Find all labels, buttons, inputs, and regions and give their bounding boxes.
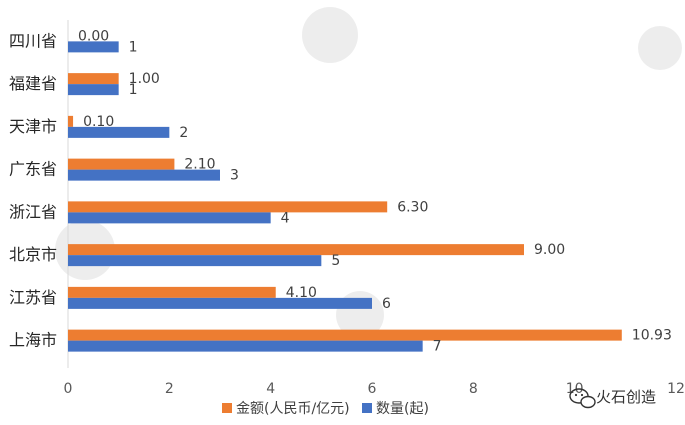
data-label: 1: [129, 82, 138, 98]
data-label: 0.10: [83, 114, 114, 130]
bar-count: [68, 84, 119, 96]
legend-label: 数量(起): [376, 401, 429, 417]
data-label: 4: [281, 210, 290, 226]
watermark-logo: 火石创造: [569, 388, 656, 409]
data-label: 2: [179, 125, 188, 141]
category-label: 广东省: [9, 160, 57, 179]
x-tick-label: 12: [667, 381, 685, 397]
legend-swatch: [222, 403, 232, 413]
data-label: 5: [331, 253, 340, 269]
bar-count: [68, 126, 170, 138]
bar-amount: [68, 201, 388, 213]
data-label: 2.10: [184, 157, 215, 173]
data-label: 10.93: [632, 328, 672, 344]
data-label: 1: [129, 39, 138, 55]
data-label: 1.00: [129, 71, 160, 87]
bars: [68, 41, 622, 352]
data-label: 7: [433, 339, 442, 355]
data-label: 4.10: [286, 285, 317, 301]
data-labels: 0.0011.0010.1022.1036.3049.0054.10610.93…: [78, 28, 672, 354]
x-tick-label: 8: [469, 381, 478, 397]
data-label: 0.00: [78, 28, 109, 44]
data-label: 9.00: [534, 242, 565, 258]
bar-count: [68, 41, 119, 53]
category-label: 四川省: [9, 31, 57, 50]
bar-amount: [68, 73, 119, 85]
x-tick-label: 6: [368, 381, 377, 397]
bar-count: [68, 212, 271, 224]
data-label: 3: [230, 168, 239, 184]
watermark-text: 火石创造: [596, 388, 656, 406]
x-tick-label: 2: [165, 381, 174, 397]
legend-label: 金额(人民币/亿元): [236, 401, 350, 417]
legend: 金额(人民币/亿元) 数量(起): [222, 401, 429, 417]
bar-amount: [68, 158, 175, 170]
data-label: 6: [382, 296, 391, 312]
data-label: 6.30: [397, 199, 428, 215]
bar-amount: [68, 286, 276, 298]
x-axis-tick-labels: 0 2 4 6 8 10 12: [64, 381, 685, 397]
x-tick-label: 4: [266, 381, 275, 397]
category-label: 上海市: [9, 331, 57, 350]
bar-amount: [68, 244, 524, 256]
bar-amount: [68, 115, 74, 127]
bar-amount: [68, 329, 622, 341]
category-label: 江苏省: [9, 288, 57, 307]
legend-swatch: [362, 403, 372, 413]
category-label: 天津市: [9, 117, 57, 136]
x-tick-label: 0: [64, 381, 73, 397]
category-label: 浙江省: [9, 202, 57, 221]
bar-count: [68, 340, 423, 352]
wechat-icon: [569, 388, 596, 409]
category-label: 北京市: [9, 245, 57, 264]
bar-count: [68, 297, 372, 309]
bar-count: [68, 169, 220, 181]
category-label: 福建省: [9, 74, 57, 93]
bar-count: [68, 255, 322, 267]
